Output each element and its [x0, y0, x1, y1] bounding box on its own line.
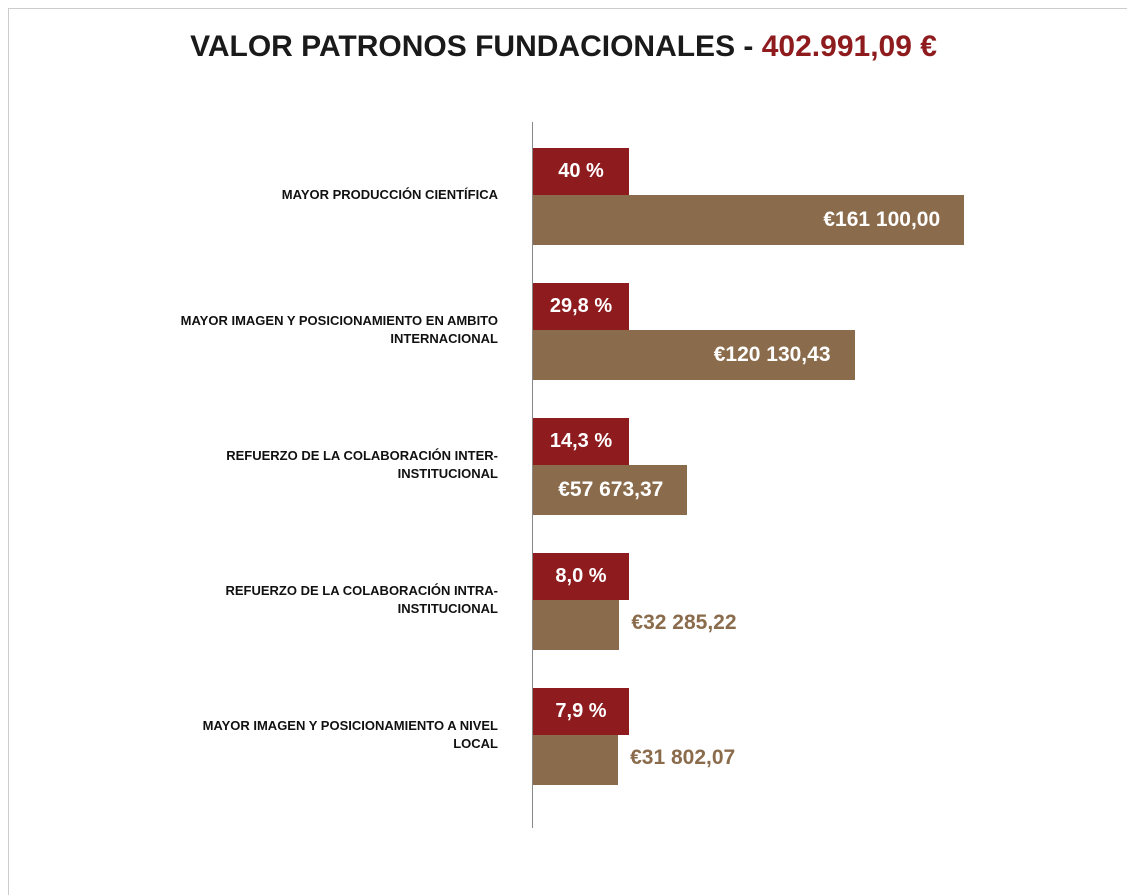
total: 402.991,09 € [761, 30, 937, 63]
value-label: €57 673,37 [558, 478, 664, 501]
bar [533, 735, 619, 785]
percent-label: 29,8 % [533, 283, 629, 330]
category-label: MAYOR IMAGEN Y POSICIONAMIENTO A NIVEL L… [202, 718, 498, 751]
category-label: REFUERZO DE LA COLABORACIÓN INTRA-INSTIT… [225, 583, 498, 616]
chart-title: VALOR PATRONOS FUNDACIONALES - 402.991,0… [0, 30, 1127, 64]
percent-label: 40 % [533, 148, 629, 195]
percent-label: 14,3 % [533, 418, 629, 465]
bar [533, 195, 965, 245]
value-label: €161 100,00 [823, 208, 941, 231]
category-label: REFUERZO DE LA COLABORACIÓN INTER-INSTIT… [226, 448, 498, 481]
title-text: VALOR PATRONOS FUNDACIONALES - [190, 30, 754, 63]
axis-line [532, 122, 533, 828]
category-label: MAYOR IMAGEN Y POSICIONAMIENTO EN AMBITO… [180, 313, 498, 346]
bar [533, 465, 688, 515]
bar [533, 330, 855, 380]
frame [8, 8, 1127, 895]
percent-label: 7,9 % [533, 688, 629, 735]
percent-label: 8,0 % [533, 553, 629, 600]
bar [533, 600, 620, 650]
value-label: €120 130,43 [713, 343, 831, 366]
value-label: €31 802,07 [630, 746, 736, 769]
value-label: €32 285,22 [631, 611, 737, 634]
category-label: MAYOR PRODUCCIÓN CIENTÍFICA [281, 187, 498, 202]
